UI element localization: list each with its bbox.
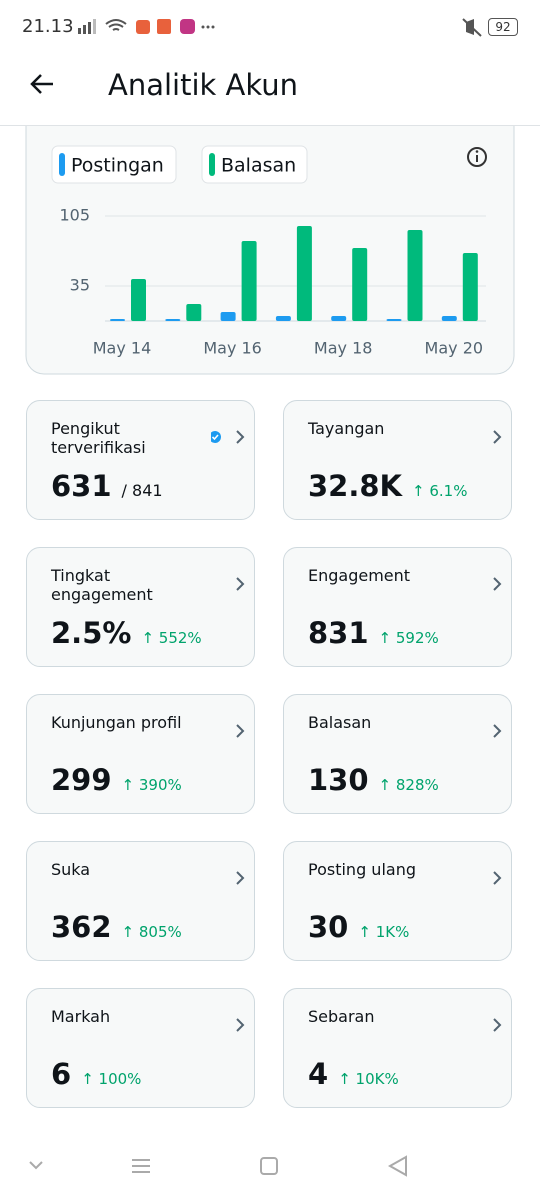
bar <box>186 304 202 321</box>
chevron <box>236 1018 245 1032</box>
metric-value: 2.5% <box>51 616 132 650</box>
x-tick-label: May 18 <box>314 339 373 358</box>
bar <box>462 253 478 321</box>
status-icons <box>78 19 215 34</box>
bar <box>331 316 347 321</box>
metric-value: 6 <box>51 1057 72 1091</box>
metric-card[interactable]: Engagement 831 ↑ 592% <box>283 547 512 667</box>
status-bar: 21.13 92 <box>0 0 540 56</box>
x-tick-label: May 20 <box>425 339 484 358</box>
bar <box>275 316 291 321</box>
metric-label: Balasan <box>308 713 372 732</box>
metric-label: Posting ulang <box>308 860 416 879</box>
legend-chip <box>51 145 177 184</box>
metric-label: Suka <box>51 860 91 879</box>
x-tick-label: May 14 <box>93 339 152 358</box>
y-tick-label: 35 <box>70 276 90 295</box>
metric-change: ↑ 390% <box>121 776 182 794</box>
metric-label: Markah <box>51 1007 111 1026</box>
metric-value: 30 <box>308 910 349 944</box>
legend-swatch <box>209 153 215 176</box>
metric-value: 831 <box>308 616 369 650</box>
chart: 35 105 Postingan Balasan May 14 May 16 May 18 M… <box>25 104 515 375</box>
metric-value-row: 30 ↑ 1K% <box>308 910 409 944</box>
metric-value-row: 6 ↑ 100% <box>51 1057 141 1091</box>
metric-value: 4 <box>308 1057 329 1091</box>
metric-total: / 841 <box>121 481 163 500</box>
metric-label: Sebaran <box>308 1007 375 1026</box>
header: Analitik Akun <box>0 56 540 126</box>
y-tick-label: 105 <box>59 206 90 225</box>
page-title: Analitik Akun <box>108 68 299 102</box>
metric-value-row: 130 ↑ 828% <box>308 763 439 797</box>
chevron <box>493 430 502 444</box>
chevron <box>236 577 245 591</box>
chevron <box>493 871 502 885</box>
bar <box>110 319 125 321</box>
metric-card[interactable]: Tayangan 32.8K ↑ 6.1% <box>283 400 512 520</box>
chevron <box>493 724 502 738</box>
metric-card[interactable]: Markah 6 ↑ 100% <box>26 988 255 1108</box>
metric-value-row: 32.8K ↑ 6.1% <box>308 469 467 503</box>
chevron <box>236 871 245 885</box>
metric-card[interactable]: Kunjungan profil 299 ↑ 390% <box>26 694 255 814</box>
chevron <box>211 430 245 444</box>
metric-value: 299 <box>51 763 112 797</box>
info-icon[interactable] <box>467 147 487 167</box>
metric-value-row: 299 ↑ 390% <box>51 763 182 797</box>
metric-label: Tayangan <box>308 419 385 438</box>
metric-change: ↑ 828% <box>378 776 439 794</box>
bar <box>386 319 402 321</box>
bar <box>407 230 423 321</box>
bar <box>441 316 457 321</box>
clock: 21.13 <box>22 16 74 37</box>
x-tick-label: May 16 <box>203 339 262 358</box>
metric-label: Tingkat engagement <box>51 566 153 604</box>
back-button[interactable] <box>28 70 56 98</box>
bar <box>131 279 146 321</box>
metric-change: ↑ 805% <box>121 923 182 941</box>
metric-change: ↑ 6.1% <box>412 482 468 500</box>
legend-label: Postingan <box>71 155 164 177</box>
chevron <box>493 577 502 591</box>
metric-card[interactable]: Balasan 130 ↑ 828% <box>283 694 512 814</box>
metric-label: Kunjungan profil <box>51 713 182 732</box>
metric-value: 32.8K <box>308 469 403 503</box>
mute-icon <box>462 18 482 37</box>
metric-change: ↑ 100% <box>81 1070 142 1088</box>
bar <box>296 226 312 321</box>
metric-change: ↑ 1K% <box>358 923 410 941</box>
metric-change: ↑ 552% <box>141 629 202 647</box>
metric-value: 130 <box>308 763 369 797</box>
legend-swatch <box>59 153 65 176</box>
metric-card[interactable]: Sebaran 4 ↑ 10K% <box>283 988 512 1108</box>
metric-change: ↑ 592% <box>378 629 439 647</box>
metric-value: 631 <box>51 469 112 503</box>
nav-bar <box>29 1155 407 1177</box>
chevron <box>493 1018 502 1032</box>
bar <box>165 319 181 321</box>
metric-card[interactable]: Pengikut terverifikasi 631 / 841 <box>26 400 255 520</box>
legend-label: Balasan <box>221 155 296 177</box>
chart-card <box>25 104 515 375</box>
metric-card[interactable]: Posting ulang 30 ↑ 1K% <box>283 841 512 961</box>
metric-value-row: 362 ↑ 805% <box>51 910 182 944</box>
bar <box>352 248 368 321</box>
metric-label: Engagement <box>308 566 411 585</box>
metric-label: Pengikut terverifikasi <box>51 419 146 457</box>
metric-value-row: 4 ↑ 10K% <box>308 1057 399 1091</box>
metric-value-row: 831 ↑ 592% <box>308 616 439 650</box>
battery: 92 <box>488 18 518 36</box>
metric-value: 362 <box>51 910 112 944</box>
metric-value-row: 631 / 841 <box>51 469 163 503</box>
chevron <box>236 724 245 738</box>
legend-chip <box>201 145 308 184</box>
metric-card[interactable]: Suka 362 ↑ 805% <box>26 841 255 961</box>
metric-value-row: 2.5% ↑ 552% <box>51 616 202 650</box>
metric-change: ↑ 10K% <box>338 1070 399 1088</box>
bar <box>241 241 257 321</box>
bar <box>220 312 236 321</box>
metric-card[interactable]: Tingkat engagement 2.5% ↑ 552% <box>26 547 255 667</box>
